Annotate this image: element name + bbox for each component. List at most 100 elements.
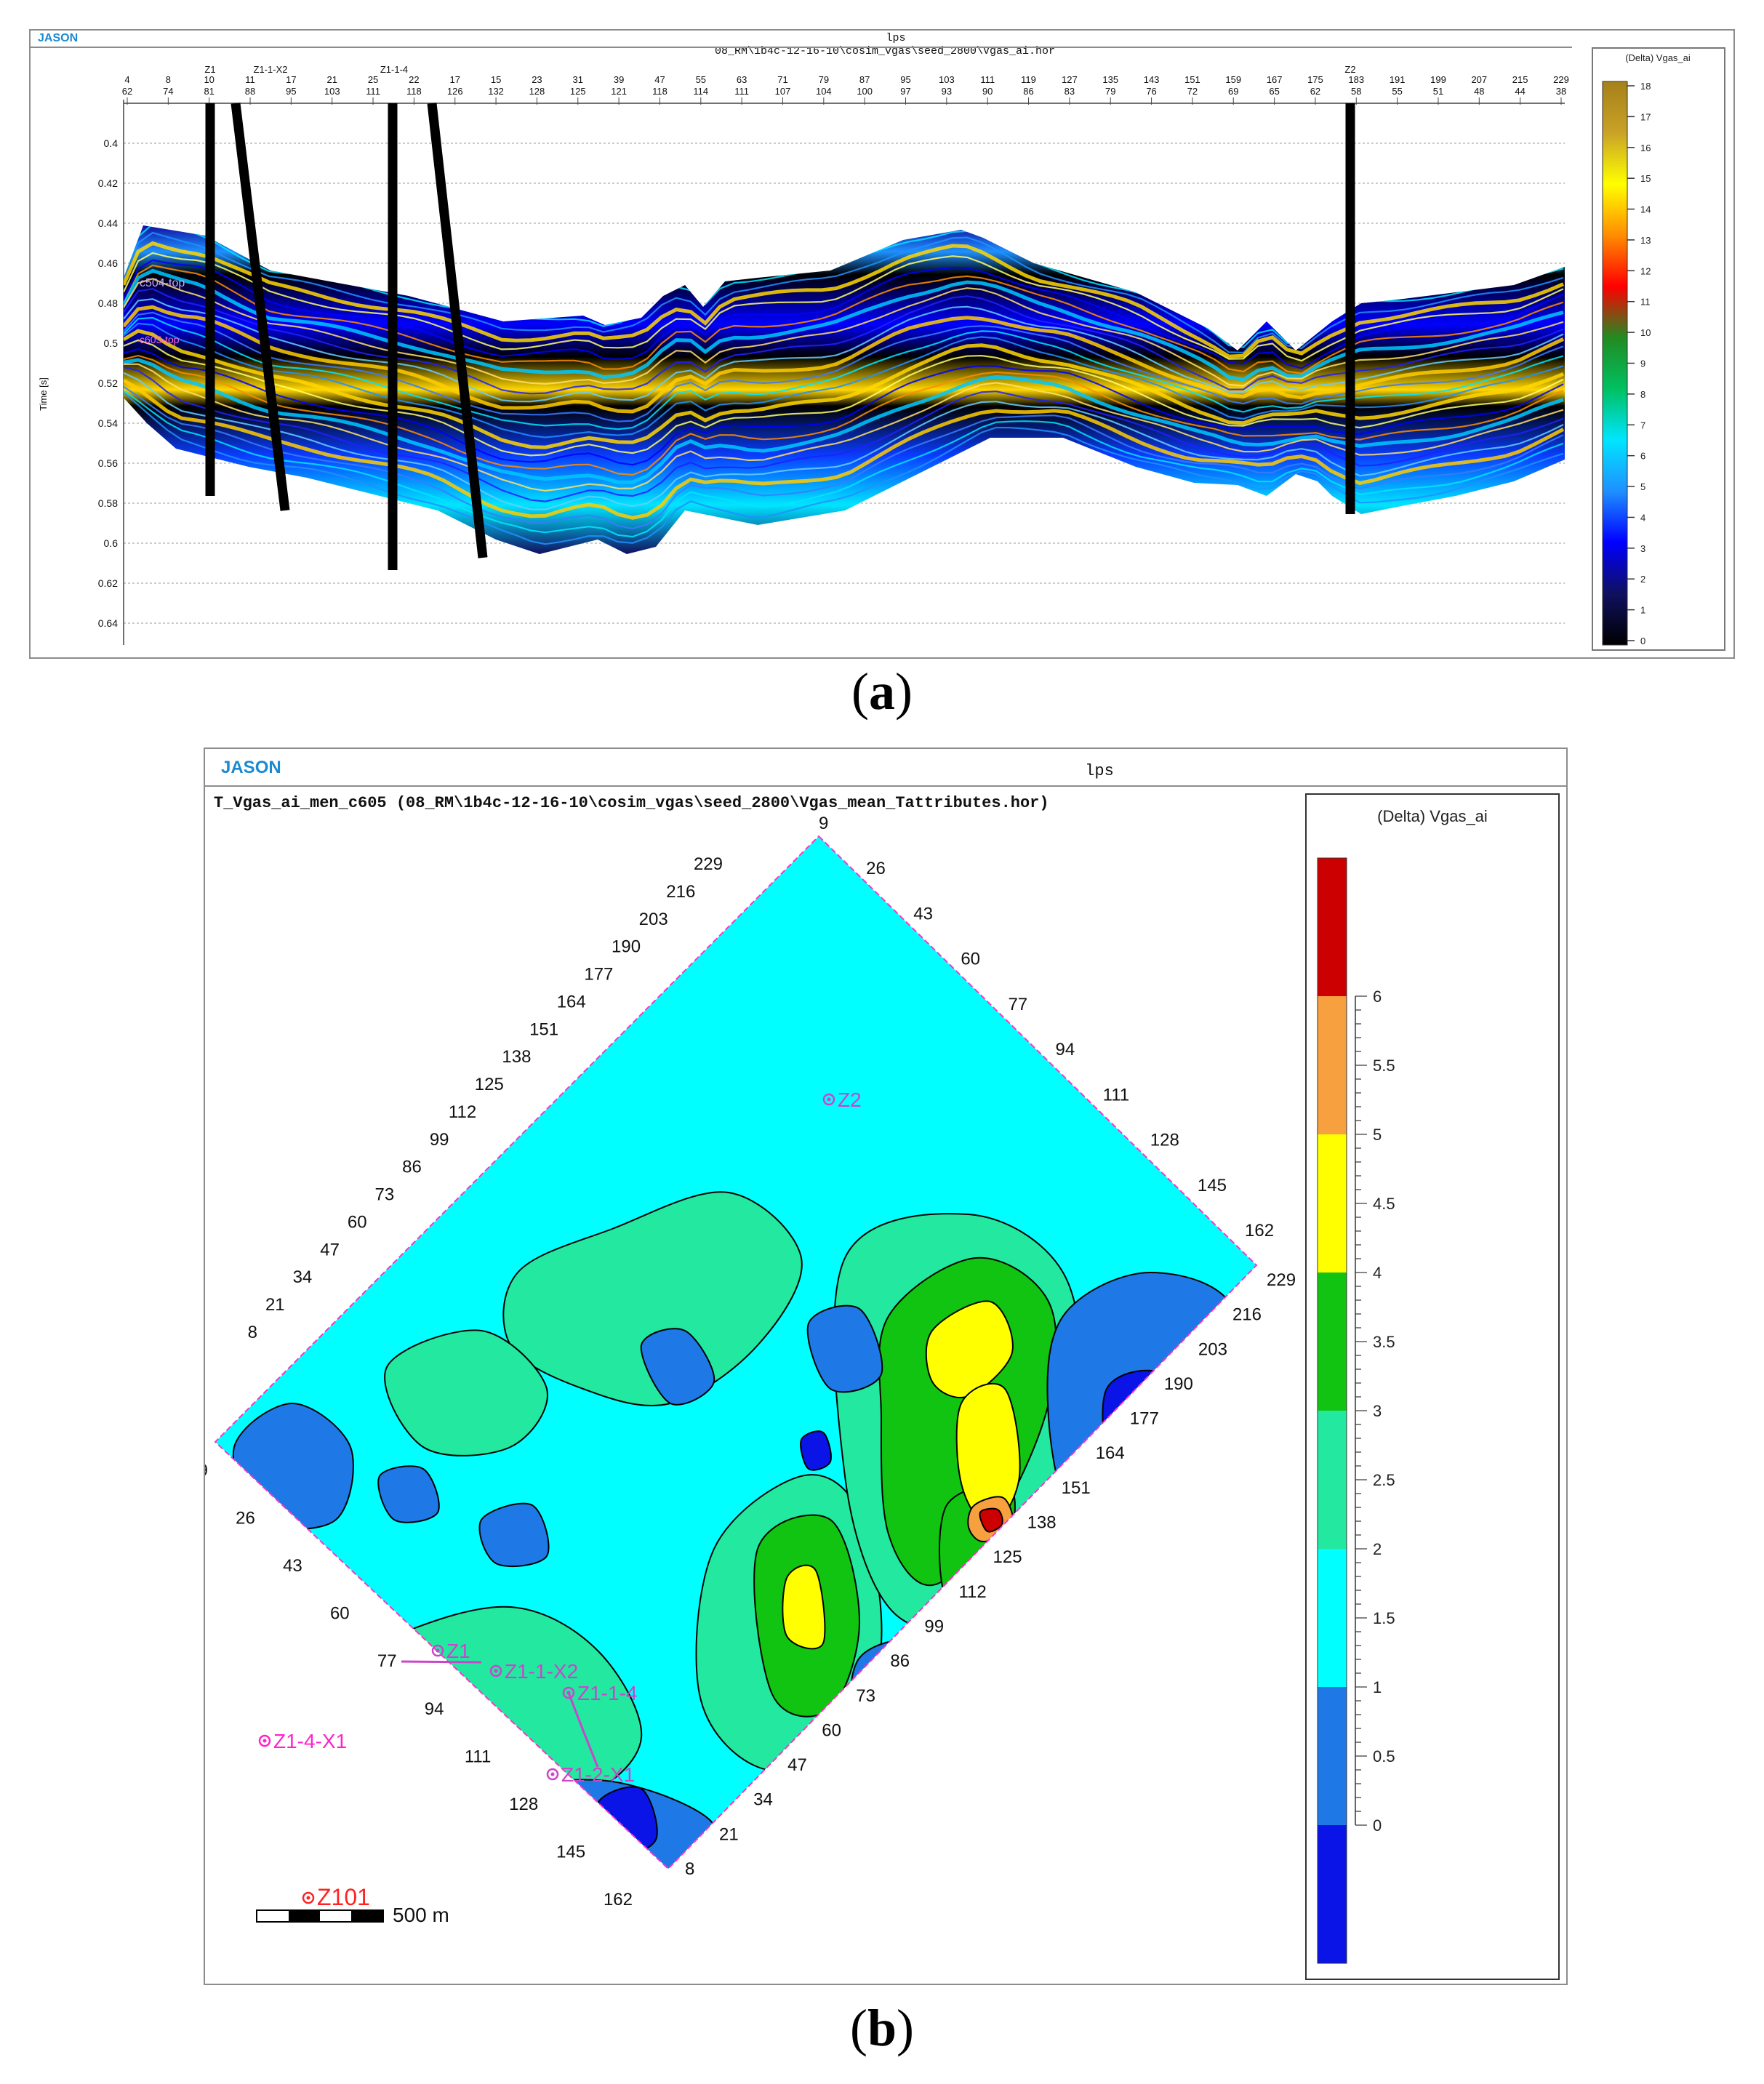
well-trajectory: [230, 103, 290, 511]
well-marker[interactable]: [562, 1686, 575, 1699]
line-number-label: 8: [685, 1859, 694, 1879]
trace-tick-label: 31: [573, 74, 583, 85]
colorbar-class-swatch: [1318, 1411, 1347, 1549]
colorbar-tick-label: 18: [1640, 81, 1651, 92]
time-tick-label: 0.52: [98, 377, 118, 389]
line-number-label: 34: [753, 1790, 773, 1810]
line-number-label: 73: [856, 1686, 875, 1706]
trace-tick-label: 111: [980, 74, 995, 85]
line-number-label: 47: [787, 1755, 807, 1775]
line-number-label: 151: [1062, 1478, 1091, 1498]
colorbar-class-swatch: [1318, 1134, 1347, 1273]
well-trajectory: [427, 103, 488, 558]
time-tick-label: 0.48: [98, 297, 118, 309]
colorbar-tick-label: 13: [1640, 235, 1651, 246]
time-tick-label: 0.46: [98, 257, 118, 269]
trace-tick-label: 51: [1433, 86, 1443, 97]
line-number-label: 86: [890, 1651, 910, 1671]
colorbar-class-swatch: [1318, 1273, 1347, 1411]
horizon-streak: [124, 354, 1564, 476]
title-divider: [205, 785, 1566, 787]
line-number-label: 111: [1103, 1085, 1129, 1105]
trace-tick-label: 71: [777, 74, 787, 85]
trace-tick-label: 17: [450, 74, 460, 85]
well-marker[interactable]: [258, 1734, 271, 1747]
trace-tick-label: 79: [1105, 86, 1115, 97]
colorbar-tick-label: 4: [1640, 512, 1645, 523]
contour-region: [782, 1564, 826, 1650]
horizon-streak: [124, 366, 1564, 502]
horizon-streak: [124, 372, 1564, 510]
trace-tick-label: 8: [166, 74, 171, 85]
trace-tick-label: 143: [1144, 74, 1160, 85]
time-tick-label: 0.6: [104, 537, 119, 549]
colorbar-class-swatch: [1318, 996, 1347, 1134]
horizon-streak: [124, 278, 1564, 387]
colorbar-frame: [1305, 793, 1560, 1980]
colorbar-tick-label: 0: [1373, 1816, 1382, 1835]
horizon-label: c605-top: [140, 334, 180, 345]
attribute-contour-map: [215, 836, 1256, 1869]
trace-tick-label: 17: [286, 74, 296, 85]
trace-tick-label: 121: [611, 86, 627, 97]
trace-tick-label: 86: [1023, 86, 1033, 97]
trace-tick-label: 95: [900, 74, 910, 85]
trace-tick-label: 48: [1474, 86, 1484, 97]
line-number-label: 60: [961, 950, 980, 969]
trace-tick-label: 88: [245, 86, 255, 97]
line-number-label: 21: [265, 1295, 285, 1315]
well-name-label: Z1-1-4: [577, 1682, 637, 1704]
horizon-streak: [124, 268, 1564, 382]
horizon-streak: [124, 311, 1564, 422]
well-name-label: Z1-1-4: [380, 64, 408, 75]
trace-tick-label: 4: [124, 74, 129, 85]
horizon-streak: [124, 363, 1564, 492]
trace-tick-label: 103: [324, 86, 340, 97]
horizon-streaks: [124, 225, 1565, 545]
time-tick-label: 0.64: [98, 617, 118, 629]
time-axis-label: Time [s]: [38, 377, 49, 411]
line-number-label: 43: [283, 1556, 302, 1576]
trace-tick-label: 21: [326, 74, 337, 85]
well-marker[interactable]: [431, 1644, 444, 1657]
contour-region: [384, 1329, 548, 1456]
well-marker[interactable]: [302, 1891, 315, 1904]
line-number-label: 77: [1008, 995, 1027, 1014]
attribute-map-view: 2292162031901771641511381251129986736047…: [205, 793, 1560, 1980]
well-name-label: Z1-2-X1: [561, 1763, 635, 1786]
scale-bar-segment: [257, 1911, 289, 1921]
contour-region: [377, 1465, 440, 1523]
line-number-label: 190: [612, 937, 641, 957]
trace-tick-label: 183: [1348, 74, 1364, 85]
time-tick-label: 0.56: [98, 457, 118, 469]
caption-a-letter: a: [869, 662, 895, 721]
colorbar-tick-label: 10: [1640, 327, 1651, 338]
line-number-label: 9: [819, 814, 828, 833]
horizon-streak: [124, 339, 1564, 457]
horizon-streak: [124, 252, 1564, 362]
line-number-label: 112: [449, 1102, 476, 1122]
seismic-section-view: 0.4 0.42 0.44 0.46 0.48 0.5 0.52 0.54 0.56 0.58 0.…: [38, 47, 1725, 651]
well-marker[interactable]: [546, 1768, 559, 1781]
trace-tick-label: 39: [614, 74, 624, 85]
contour-region: [1146, 1573, 1211, 1648]
line-number-label: 8: [248, 1323, 257, 1342]
contour-region: [886, 1677, 942, 1733]
contour-region: [502, 1191, 803, 1406]
well-name-label: Z1: [204, 64, 215, 75]
time-tick-label: 0.4: [104, 137, 119, 149]
colorbar-title: (Delta) Vgas_ai: [1377, 807, 1488, 825]
horizon-streak: [124, 392, 1564, 545]
colorbar-class-swatch: [1318, 1825, 1347, 1963]
contour-region: [596, 1786, 658, 1857]
colorbar-tick-label: 5: [1373, 1126, 1382, 1144]
trace-tick-label: 90: [982, 86, 993, 97]
colorbar-tick-label: 8: [1640, 389, 1645, 400]
well-path: [567, 1692, 599, 1768]
well-marker[interactable]: [822, 1093, 835, 1106]
horizon-streak: [124, 316, 1564, 430]
colorbar-tick-label: 6: [1640, 451, 1645, 462]
line-number-label: 43: [913, 904, 933, 923]
line-number-label: 125: [475, 1075, 504, 1094]
well-marker[interactable]: [489, 1664, 502, 1678]
